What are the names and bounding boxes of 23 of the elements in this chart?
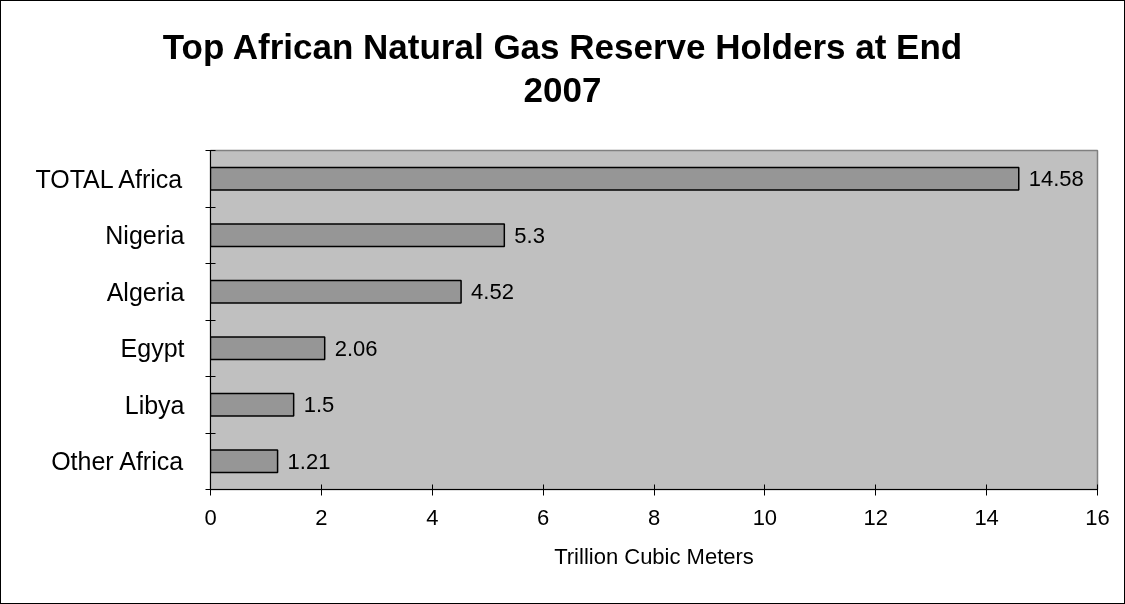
y-tick-label: Algeria bbox=[106, 277, 185, 306]
y-tick-label: Egypt bbox=[120, 334, 185, 363]
x-tick-label: 12 bbox=[863, 504, 888, 530]
chart-title: Top African Natural Gas Reserve Holders at End 2007 bbox=[162, 26, 963, 111]
y-tick-label: Other Africa bbox=[51, 447, 184, 476]
data-label: 2.06 bbox=[334, 335, 378, 361]
data-label: 14.58 bbox=[1028, 166, 1084, 192]
x-tick-label: 2 bbox=[315, 504, 328, 530]
data-label: 4.52 bbox=[471, 279, 514, 305]
x-tick-label: 10 bbox=[752, 504, 778, 530]
y-tick-label: Nigeria bbox=[105, 221, 185, 250]
x-tick-label: 0 bbox=[204, 504, 217, 530]
data-label: 5.3 bbox=[514, 222, 545, 248]
x-tick-label: 14 bbox=[974, 504, 999, 530]
y-tick-label: Libya bbox=[124, 390, 185, 419]
data-label: 1.5 bbox=[303, 392, 335, 418]
x-tick-label: 16 bbox=[1085, 504, 1110, 530]
x-axis-title: Trillion Cubic Meters bbox=[554, 543, 754, 569]
y-tick-label: TOTAL Africa bbox=[35, 164, 183, 193]
x-tick-label: 6 bbox=[537, 504, 550, 530]
x-tick-label: 8 bbox=[647, 504, 661, 530]
data-label: 1.21 bbox=[287, 448, 331, 474]
x-tick-label: 4 bbox=[426, 504, 439, 530]
